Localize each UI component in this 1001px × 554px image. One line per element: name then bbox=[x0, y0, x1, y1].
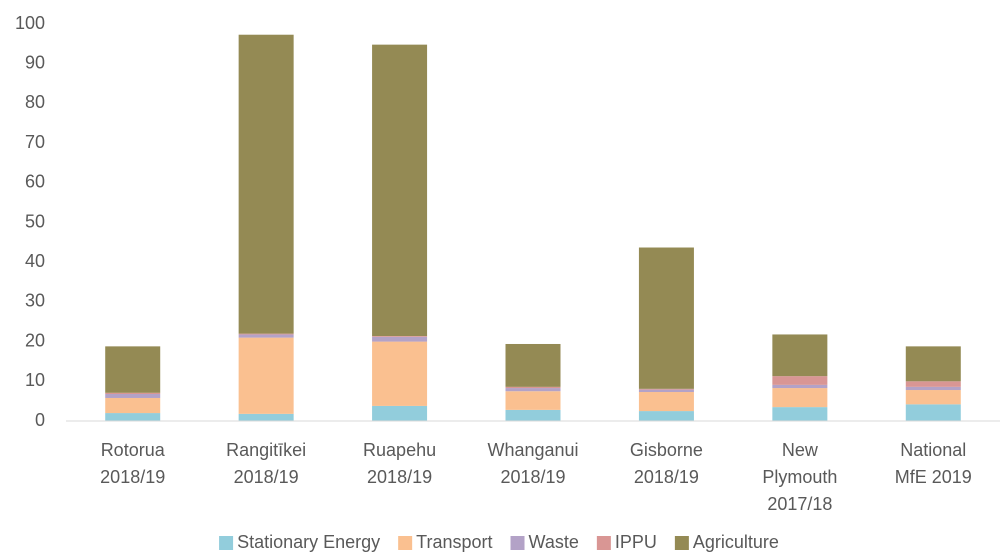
bar-segment bbox=[238, 34, 294, 334]
legend-swatch bbox=[510, 536, 525, 550]
legend-swatch bbox=[219, 536, 234, 550]
x-tick-label: 2018/19 bbox=[634, 467, 699, 487]
x-tick-label: MfE 2019 bbox=[895, 467, 972, 487]
bar-segment bbox=[905, 386, 961, 391]
bar-segment bbox=[638, 411, 694, 421]
bar-segment bbox=[772, 376, 828, 385]
legend-label: Agriculture bbox=[693, 532, 779, 552]
bar-segment bbox=[105, 397, 161, 414]
bar-segment bbox=[505, 343, 561, 387]
bar-segment bbox=[505, 388, 561, 392]
x-tick-label: 2018/19 bbox=[234, 467, 299, 487]
bar-segment bbox=[638, 388, 694, 390]
bar-segment bbox=[905, 390, 961, 405]
bar-segment bbox=[638, 247, 694, 389]
bar-segment bbox=[505, 386, 561, 389]
bar-segment bbox=[238, 337, 294, 414]
legend-swatch bbox=[596, 536, 611, 550]
y-tick-label: 30 bbox=[25, 291, 45, 311]
bar-segment bbox=[238, 413, 294, 421]
x-tick-label: Rotorua bbox=[101, 440, 166, 460]
y-tick-label: 20 bbox=[25, 330, 45, 350]
bar-segment bbox=[372, 341, 428, 406]
legend-swatch bbox=[398, 536, 413, 550]
bar-segment bbox=[105, 394, 161, 398]
bar-segment bbox=[238, 333, 294, 335]
x-tick-label: Ruapehu bbox=[363, 440, 436, 460]
legend-label: IPPU bbox=[615, 532, 657, 552]
bar-segment bbox=[905, 404, 961, 421]
y-tick-label: 100 bbox=[15, 13, 45, 33]
bar-segment bbox=[105, 413, 161, 421]
y-tick-label: 0 bbox=[35, 410, 45, 430]
x-tick-label: 2018/19 bbox=[500, 467, 565, 487]
y-tick-label: 70 bbox=[25, 132, 45, 152]
bar-segment bbox=[105, 346, 161, 393]
bar-segment bbox=[372, 44, 428, 337]
bar-segment bbox=[505, 391, 561, 410]
bar-segment bbox=[772, 388, 828, 408]
x-tick-label: Rangitīkei bbox=[226, 440, 306, 460]
bar-segment bbox=[772, 407, 828, 421]
bar-segment bbox=[772, 384, 828, 389]
bar-segment bbox=[372, 405, 428, 421]
bar-segment bbox=[238, 334, 294, 338]
x-tick-label: 2018/19 bbox=[100, 467, 165, 487]
legend-label: Transport bbox=[416, 532, 492, 552]
bar-segment bbox=[905, 346, 961, 382]
bar-segment bbox=[638, 392, 694, 412]
x-tick-label: New bbox=[782, 440, 819, 460]
y-tick-label: 40 bbox=[25, 251, 45, 271]
bar-segment bbox=[105, 392, 161, 395]
bar-segment bbox=[905, 381, 961, 387]
bar-segment bbox=[638, 389, 694, 393]
x-tick-label: Plymouth bbox=[762, 467, 837, 487]
bar-segment bbox=[372, 336, 428, 337]
bar-segment bbox=[505, 409, 561, 421]
y-tick-label: 80 bbox=[25, 92, 45, 112]
bar-segment bbox=[372, 336, 428, 342]
x-tick-label: Whanganui bbox=[487, 440, 578, 460]
y-tick-label: 50 bbox=[25, 211, 45, 231]
y-tick-label: 90 bbox=[25, 52, 45, 72]
y-tick-label: 60 bbox=[25, 172, 45, 192]
y-tick-label: 10 bbox=[25, 370, 45, 390]
legend-label: Stationary Energy bbox=[237, 532, 380, 552]
x-tick-label: National bbox=[900, 440, 966, 460]
legend-label: Waste bbox=[529, 532, 579, 552]
x-tick-label: 2017/18 bbox=[767, 494, 832, 514]
legend-swatch bbox=[674, 536, 689, 550]
x-tick-label: Gisborne bbox=[630, 440, 703, 460]
bar-segment bbox=[772, 334, 828, 377]
x-tick-label: 2018/19 bbox=[367, 467, 432, 487]
